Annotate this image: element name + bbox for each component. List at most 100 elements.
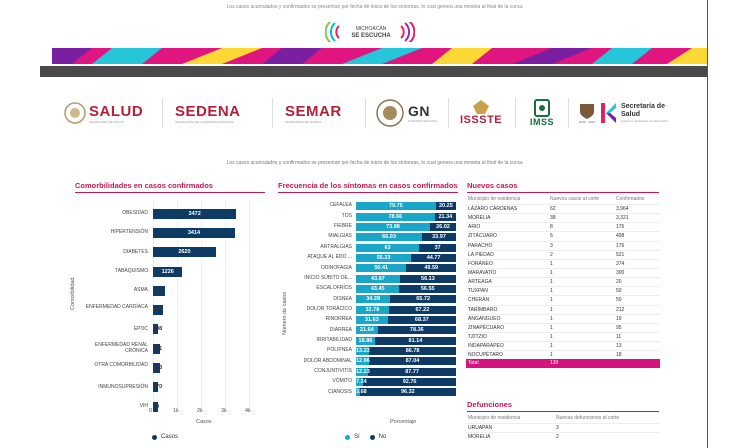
bar-si-label: 3.68	[356, 389, 367, 396]
bar-no	[422, 233, 456, 242]
confirmados-cell: 3,321	[614, 213, 660, 223]
bar-si	[356, 222, 430, 231]
bar-si-label: 79.75	[388, 203, 403, 210]
bar-value-label: 1226	[161, 268, 174, 275]
bar-no-label: 44.77	[426, 254, 441, 261]
bar-no-label: 56.55	[420, 285, 435, 292]
category-label: EPOC	[133, 325, 148, 332]
bar	[153, 285, 166, 296]
issste-name: ISSSTE	[460, 114, 503, 126]
bar-value-label: 2620	[178, 249, 191, 256]
bar-no	[434, 212, 456, 221]
gn-sub: GUARDIA NACIONAL	[408, 119, 438, 123]
bar	[153, 208, 237, 219]
defunciones-title: Defunciones	[467, 400, 513, 409]
bar-si-label: 18.86	[358, 337, 373, 344]
confirmados-cell: 176	[614, 222, 660, 232]
nuevos-casos-table: Municipio de residencia Nuevos casos al …	[466, 194, 660, 368]
bar	[153, 363, 160, 374]
symptom-label: CIANOSIS	[328, 388, 352, 395]
secretaria-salud-michoacan-logo: 2015 · 2021 Secretaría de Salud Gobierno…	[578, 96, 671, 130]
sintomas-y-axis-label: Número de casos	[282, 291, 288, 335]
table-row: ZITÁCUARO 6 498	[466, 231, 660, 242]
municipio-cell: NOCUPÉTARO	[466, 350, 548, 360]
bar-no-label: 21.34	[438, 213, 453, 220]
symptom-label: POLIPNEA	[326, 347, 352, 354]
bar-si	[356, 253, 412, 262]
total-confirmados-cell	[614, 359, 660, 367]
state-shield-icon	[580, 104, 594, 119]
logo-separator	[515, 98, 516, 128]
confirmados-cell: 50	[614, 295, 660, 306]
bar-si-label: 7.24	[356, 379, 367, 386]
logo-separator	[448, 98, 449, 128]
table-row: FORÁNEO 1 374	[466, 258, 660, 269]
x-gridline	[201, 200, 202, 413]
symptom-label: VÓMITO	[332, 378, 352, 385]
bar-no	[363, 378, 456, 387]
table-row: ZINAPÉCUARO 1 95	[466, 322, 660, 333]
bar-no	[429, 222, 456, 231]
bar-si-label: 31.63	[364, 317, 379, 324]
table-row: CHERÁN 1 50	[466, 295, 660, 306]
bar	[153, 401, 158, 412]
bar-no-label: 81.14	[408, 337, 423, 344]
bar-si	[356, 316, 388, 325]
nuevos-casos-cell: 1	[548, 295, 614, 306]
bar-no-label: 78.36	[409, 327, 424, 334]
nuevos-casos-cell: 1	[548, 341, 614, 351]
logo-separator	[162, 98, 163, 128]
confirmados-cell: 498	[614, 231, 660, 242]
table-row: INDAPARAPEO 1 13	[466, 341, 660, 351]
bar-no	[387, 316, 456, 325]
table-row: ARTEAGA 1 20	[466, 277, 660, 287]
bar-si	[356, 326, 378, 335]
comorbilidades-title: Comorbilidades en casos confirmados	[75, 181, 213, 190]
table-row: MARAVATÍO 1 300	[466, 267, 660, 278]
bar-no-label: 87.04	[405, 358, 420, 365]
symptom-label: DOLOR ABDOMINAL	[303, 357, 352, 364]
bar	[153, 305, 163, 316]
municipio-cell: ZINAPÉCUARO	[466, 322, 548, 333]
nuevos-casos-cell: 1	[548, 313, 614, 324]
defunciones-title-underline	[467, 411, 659, 412]
bar-no-label: 49.59	[424, 265, 439, 272]
category-label: INMUNOSUPRESIÓN	[98, 383, 148, 390]
bar-si-label: 55.23	[376, 254, 391, 261]
confirmados-cell: 19	[614, 313, 660, 324]
dashboard-subtitle: Los casos acumulados y confirmados se pr…	[226, 160, 524, 166]
municipio-cell: LA PIEDAD	[466, 249, 548, 260]
bar-no	[359, 388, 456, 397]
table-row: NOCUPÉTARO 1 18	[466, 350, 660, 360]
nuevos-casos-cell: 1	[548, 350, 614, 360]
municipio-cell: ANGANGUEO	[466, 313, 548, 324]
bar-si	[356, 388, 360, 397]
nuevos-casos-cell: 3	[548, 240, 614, 251]
bar	[153, 247, 216, 258]
header-confirmados: Confirmados	[616, 196, 645, 202]
bar-no	[388, 305, 456, 314]
semar-sub: SECRETARÍA DE MARINA	[285, 119, 322, 124]
nuevos-casos-cell: 1	[548, 267, 614, 278]
category-label: OTRA COMORBILIDAD	[94, 361, 148, 368]
bar-si-label: 66.03	[382, 234, 396, 241]
x-tick-label: 0	[149, 408, 153, 414]
municipio-cell: PARACHO	[466, 240, 548, 251]
nuevos-casos-cell: 1	[548, 258, 614, 269]
confirmados-cell: 50	[614, 286, 660, 296]
category-label: TABAQUISMO	[115, 267, 148, 274]
municipio-cell: FORÁNEO	[466, 258, 548, 269]
bar-si	[356, 367, 369, 376]
semar-name: SEMAR	[285, 102, 342, 120]
table-row: LA PIEDAD 2 521	[466, 249, 660, 260]
legend-swatch-si	[345, 434, 350, 440]
header-municipio: Municipio de residencia	[468, 415, 521, 421]
bar-no-label: 86.78	[405, 348, 420, 355]
confirmados-cell: 95	[614, 322, 660, 333]
symptom-label: INICIO SÚBITO DE...	[304, 274, 352, 281]
category-label: VIH	[139, 402, 148, 409]
table-row: URUAPAN 3	[466, 422, 660, 433]
gn-logo: GN GUARDIA NACIONAL	[376, 96, 438, 130]
bar-si	[356, 347, 370, 356]
header-divider-bar	[40, 66, 707, 77]
